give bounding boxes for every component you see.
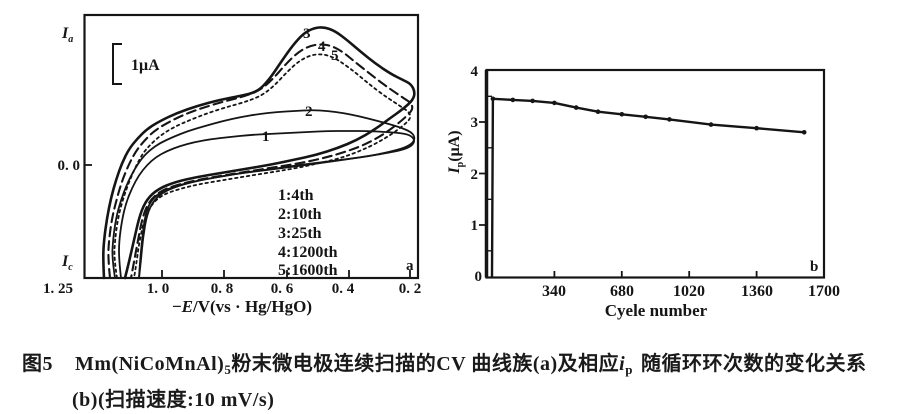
panel-b-xaxis-title: Cyele number bbox=[605, 301, 708, 320]
curve-label-3: 3 bbox=[303, 26, 311, 42]
ip-curve-line bbox=[490, 97, 805, 277]
panel-b-letter: b bbox=[810, 259, 818, 275]
legend-entry-5: 5:1600th bbox=[278, 262, 338, 279]
caption-formula-subscript: 5 bbox=[224, 362, 232, 377]
panel-b: 4 3 2 1 0 Ip(μA) 340 680 1020 1360 1700 … bbox=[446, 64, 840, 320]
scale-bar-label: 1μA bbox=[131, 57, 160, 74]
curve-label-1: 1 bbox=[262, 129, 270, 145]
cv-curve-5 bbox=[113, 53, 412, 279]
cv-curves bbox=[102, 26, 416, 280]
panel-a-ylabel-anodic: Ia bbox=[61, 25, 73, 45]
panel-b-xtick-0: 340 bbox=[542, 283, 566, 300]
curve-label-5: 5 bbox=[331, 48, 339, 64]
ip-data-point bbox=[595, 109, 601, 114]
panel-a-xtick-5: 0. 2 bbox=[399, 281, 422, 297]
panel-a-xtick-1: 1. 0 bbox=[147, 281, 170, 297]
panel-b-yaxis-title: Ip(μA) bbox=[446, 130, 466, 174]
cv-curve-1 bbox=[118, 130, 415, 279]
ip-data-point bbox=[643, 114, 648, 120]
panel-a-xtick-3: 0. 6 bbox=[271, 281, 294, 297]
panel-b-y-major-ticks bbox=[479, 121, 486, 226]
panel-b-y-minor-ticks bbox=[487, 95, 492, 252]
panel-b-ytick-0: 0 bbox=[475, 269, 483, 285]
panel-a-frame bbox=[83, 13, 420, 280]
figure-caption-line1: 图5 Mm(NiCoMnAl)5粉末微电极连续扫描的CV 曲线族(a)及相应ip 随… bbox=[22, 347, 907, 378]
panel-b-xtick-4: 1700 bbox=[808, 283, 840, 300]
legend-entry-4: 4:1200th bbox=[278, 244, 338, 261]
caption-formula: Mm(NiCoMnAl) bbox=[75, 353, 225, 375]
panel-a-letter: a bbox=[406, 258, 414, 274]
ip-data-point bbox=[573, 105, 579, 110]
ip-decay-curve bbox=[490, 96, 807, 277]
ip-data-point bbox=[708, 122, 714, 127]
ip-data-point bbox=[510, 97, 516, 103]
panel-a-zero-label: 0. 0 bbox=[58, 158, 81, 174]
cv-curve-4 bbox=[107, 43, 414, 280]
panel-a: Ia 0. 0 Ic 1. 25 1. 0 0. 8 0. 6 0. 4 0. … bbox=[43, 13, 422, 316]
curve-label-2: 2 bbox=[305, 104, 313, 120]
panel-a-ylabel-cathodic: Ic bbox=[61, 253, 73, 273]
caption-text-tail: 随循环环次数的变化关系 bbox=[640, 353, 867, 375]
ip-data-point bbox=[754, 125, 759, 131]
panel-a-xaxis-title: −E/V(vs · Hg/HgO) bbox=[172, 297, 312, 316]
caption-ip-subscript: p bbox=[625, 362, 633, 377]
panel-b-xtick-1: 680 bbox=[610, 283, 634, 300]
legend-entry-2: 2:10th bbox=[278, 206, 322, 223]
panel-b-x-ticks bbox=[553, 271, 758, 277]
ip-data-point bbox=[552, 100, 557, 106]
legend-entry-1: 1:4th bbox=[278, 187, 314, 204]
panel-a-xtick-0: 1. 25 bbox=[43, 281, 73, 297]
cv-curve-3 bbox=[102, 26, 416, 280]
panel-b-xtick-3: 1360 bbox=[741, 283, 773, 300]
panel-b-ytick-2: 2 bbox=[471, 167, 479, 183]
panel-b-ytick-3: 3 bbox=[471, 115, 479, 131]
panel-a-xtick-4: 0. 4 bbox=[332, 281, 355, 297]
figure-caption-line2: (b)(扫描速度:10 mV/s) bbox=[72, 389, 275, 411]
panel-b-ytick-1: 1 bbox=[471, 218, 479, 234]
ip-data-point bbox=[530, 98, 535, 104]
panel-b-ytick-4: 4 bbox=[471, 64, 479, 80]
panel-b-xtick-2: 1020 bbox=[673, 283, 705, 300]
panel-a-xtick-2: 0. 8 bbox=[211, 281, 234, 297]
panel-a-x-ticks bbox=[161, 270, 411, 277]
legend-entry-3: 3:25th bbox=[278, 225, 322, 242]
caption-ip-symbol: i bbox=[619, 353, 626, 375]
caption-text-mid: 粉末微电极连续扫描的CV 曲线族(a)及相应 bbox=[231, 353, 620, 375]
ip-data-point bbox=[619, 112, 625, 117]
ip-data-point bbox=[667, 117, 672, 122]
scale-bar-bracket bbox=[112, 43, 122, 85]
curve-label-4: 4 bbox=[318, 39, 326, 55]
ip-data-point bbox=[801, 130, 807, 135]
caption-figure-number: 图5 bbox=[22, 353, 53, 375]
ip-data-point bbox=[490, 96, 496, 102]
plots-svg: Ia 0. 0 Ic 1. 25 1. 0 0. 8 0. 6 0. 4 0. … bbox=[43, 13, 840, 320]
